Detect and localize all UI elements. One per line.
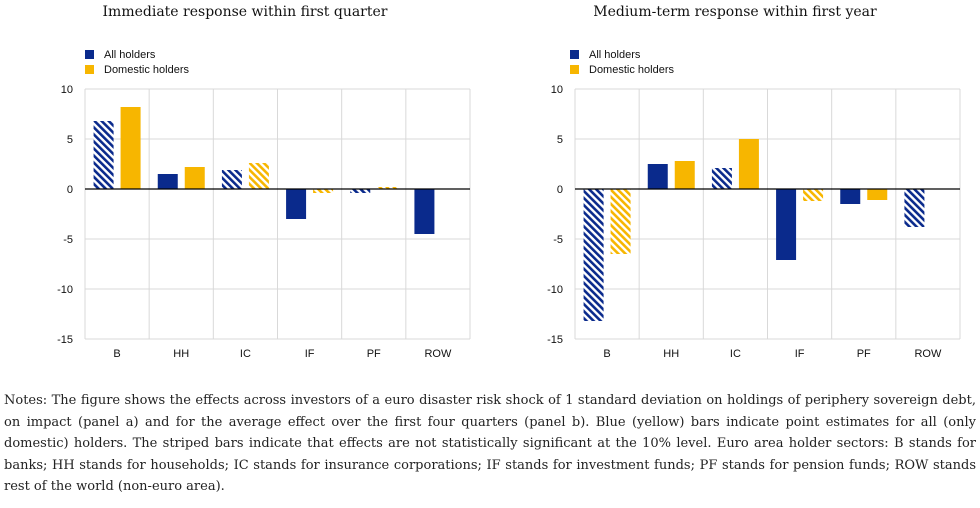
legend-swatch-domestic-holders (85, 65, 94, 74)
y-tick-label: 10 (61, 84, 73, 96)
chart-title: Medium-term response within first year (593, 4, 877, 20)
bar-all-holders-if (286, 189, 307, 219)
bar-chart-medium-term: 10 5 0 -5 -10 -15 B HH IC IF PF ROW (547, 84, 961, 360)
bar-all-holders-b (93, 121, 114, 189)
y-tick-label: 5 (557, 134, 563, 146)
chart-title: Immediate response within first quarter (102, 4, 388, 20)
bar-domestic-holders-b (120, 107, 141, 189)
y-tick-label: -5 (63, 234, 73, 246)
legend-item-domestic-holders: Domestic holders (570, 62, 674, 77)
y-tick-label: 0 (67, 184, 73, 196)
legend-swatch-all-holders (570, 50, 579, 59)
x-tick-label: HH (663, 348, 679, 360)
y-tick-label: 5 (67, 134, 73, 146)
bar-domestic-holders-pf (377, 187, 398, 189)
bar-domestic-holders-b (610, 189, 631, 254)
bar-all-holders-hh (647, 164, 668, 189)
x-tick-label: PF (367, 348, 381, 360)
x-tick-label: IC (730, 348, 741, 360)
x-tick-label: IF (795, 348, 805, 360)
panel-immediate-response: Immediate response within first quarter … (0, 0, 490, 380)
bar-domestic-holders-if (803, 189, 824, 201)
x-tick-label: IC (240, 348, 251, 360)
legend-swatch-all-holders (85, 50, 94, 59)
bar-all-holders-row (904, 189, 925, 227)
legend-label: All holders (104, 48, 156, 61)
bar-all-holders-b (583, 189, 604, 321)
figure-notes: Notes: The figure shows the effects acro… (4, 393, 976, 494)
x-tick-label: PF (857, 348, 871, 360)
bar-all-holders-hh (157, 174, 178, 189)
bar-all-holders-pf (840, 189, 861, 204)
y-tick-label: 0 (557, 184, 563, 196)
x-tick-label: B (603, 348, 610, 360)
legend-item-all-holders: All holders (85, 47, 189, 62)
bar-all-holders-ic (221, 170, 242, 189)
x-tick-label: HH (173, 348, 189, 360)
bar-all-holders-pf (350, 189, 371, 193)
legend-label: Domestic holders (104, 63, 189, 76)
y-tick-label: 10 (551, 84, 563, 96)
x-tick-label: B (113, 348, 120, 360)
bar-all-holders-row (414, 189, 435, 234)
legend-item-domestic-holders: Domestic holders (85, 62, 189, 77)
bar-domestic-holders-hh (674, 161, 695, 189)
legend-label: All holders (589, 48, 641, 61)
bar-domestic-holders-if (313, 189, 334, 193)
legend-item-all-holders: All holders (570, 47, 674, 62)
bar-all-holders-if (776, 189, 797, 260)
bar-chart-immediate: 10 5 0 -5 -10 -15 B HH IC IF PF ROW (57, 84, 471, 360)
y-tick-label: -15 (547, 334, 563, 346)
x-tick-label: IF (305, 348, 315, 360)
legend: All holders Domestic holders (570, 47, 674, 77)
y-tick-label: -10 (57, 284, 73, 296)
x-tick-label: ROW (424, 348, 452, 360)
x-tick-label: ROW (914, 348, 942, 360)
legend: All holders Domestic holders (85, 47, 189, 77)
panel-medium-term-response: Medium-term response within first year A… (490, 0, 980, 380)
bar-domestic-holders-ic (248, 163, 269, 189)
legend-swatch-domestic-holders (570, 65, 579, 74)
y-tick-label: -15 (57, 334, 73, 346)
y-tick-label: -10 (547, 284, 563, 296)
bar-all-holders-ic (711, 168, 732, 189)
bar-domestic-holders-ic (738, 139, 759, 189)
legend-label: Domestic holders (589, 63, 674, 76)
bar-domestic-holders-pf (867, 189, 888, 200)
bar-domestic-holders-hh (184, 167, 205, 189)
y-tick-label: -5 (553, 234, 563, 246)
